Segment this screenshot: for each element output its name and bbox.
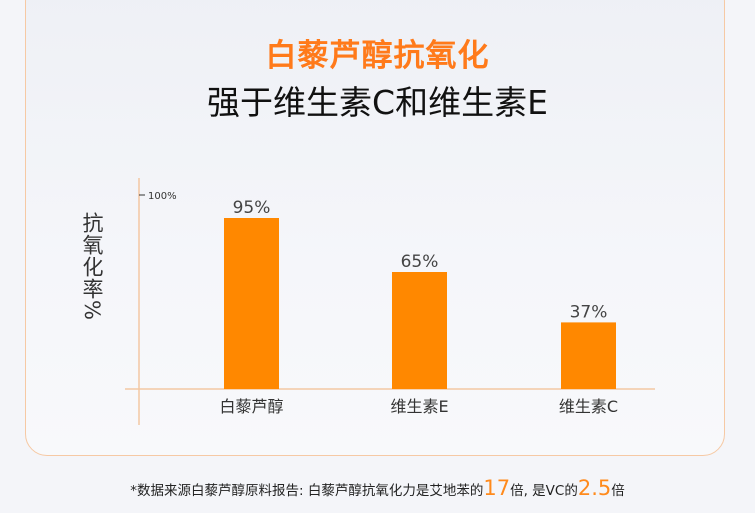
data-label: 65% bbox=[401, 252, 439, 272]
data-label: 95% bbox=[233, 198, 271, 218]
y-tick-label: 100% bbox=[148, 191, 177, 202]
bar bbox=[392, 272, 447, 389]
data-label: 37% bbox=[570, 302, 608, 322]
footnote-highlight: 2.5 bbox=[577, 476, 612, 500]
title-line2: 强于维生素C和维生素E bbox=[207, 83, 548, 122]
title-line1: 白藜芦醇抗氧化 bbox=[265, 38, 490, 74]
footnote-text: 倍, 是VC的 bbox=[510, 483, 578, 499]
footnote-text: *数据来源白藜芦醇原料报告: 白藜芦醇抗氧化力是艾地苯的 bbox=[130, 483, 484, 499]
footnote: *数据来源白藜芦醇原料报告: 白藜芦醇抗氧化力是艾地苯的17倍, 是VC的2.5… bbox=[0, 476, 755, 500]
x-tick-label: 维生素C bbox=[559, 397, 618, 416]
bar bbox=[224, 218, 279, 389]
x-tick-label: 白藜芦醇 bbox=[219, 397, 283, 416]
bar bbox=[561, 322, 616, 389]
footnote-text: 倍 bbox=[611, 483, 625, 499]
y-axis-label: 抗氧化率% bbox=[80, 212, 104, 321]
footnote-highlight: 17 bbox=[483, 476, 511, 500]
x-tick-label: 维生素E bbox=[390, 397, 448, 416]
